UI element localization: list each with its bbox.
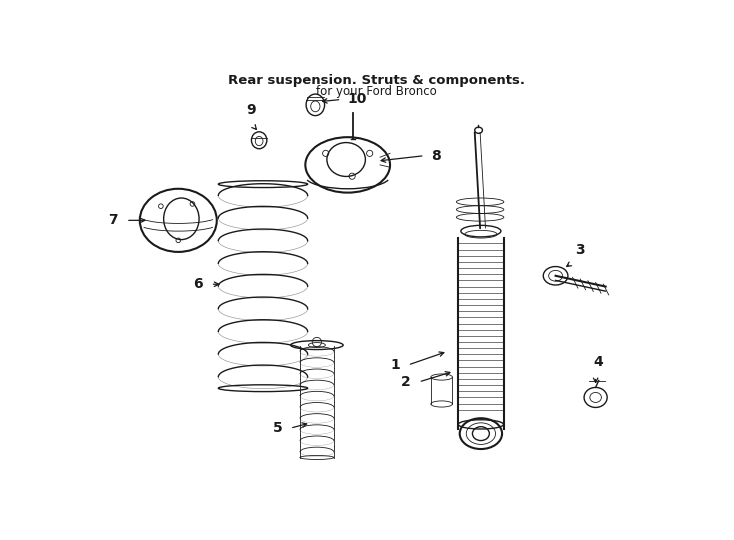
- Text: 6: 6: [193, 277, 203, 291]
- Text: 7: 7: [109, 213, 118, 227]
- Text: 3: 3: [575, 244, 585, 257]
- Text: 2: 2: [401, 375, 411, 389]
- Text: 10: 10: [348, 92, 367, 106]
- Text: 4: 4: [594, 355, 603, 369]
- Text: for your Ford Bronco: for your Ford Bronco: [316, 85, 437, 98]
- Text: 5: 5: [272, 421, 283, 435]
- Text: 1: 1: [390, 358, 400, 372]
- Text: Rear suspension. Struts & components.: Rear suspension. Struts & components.: [228, 73, 525, 87]
- Text: 8: 8: [431, 148, 440, 163]
- Text: 9: 9: [246, 103, 255, 117]
